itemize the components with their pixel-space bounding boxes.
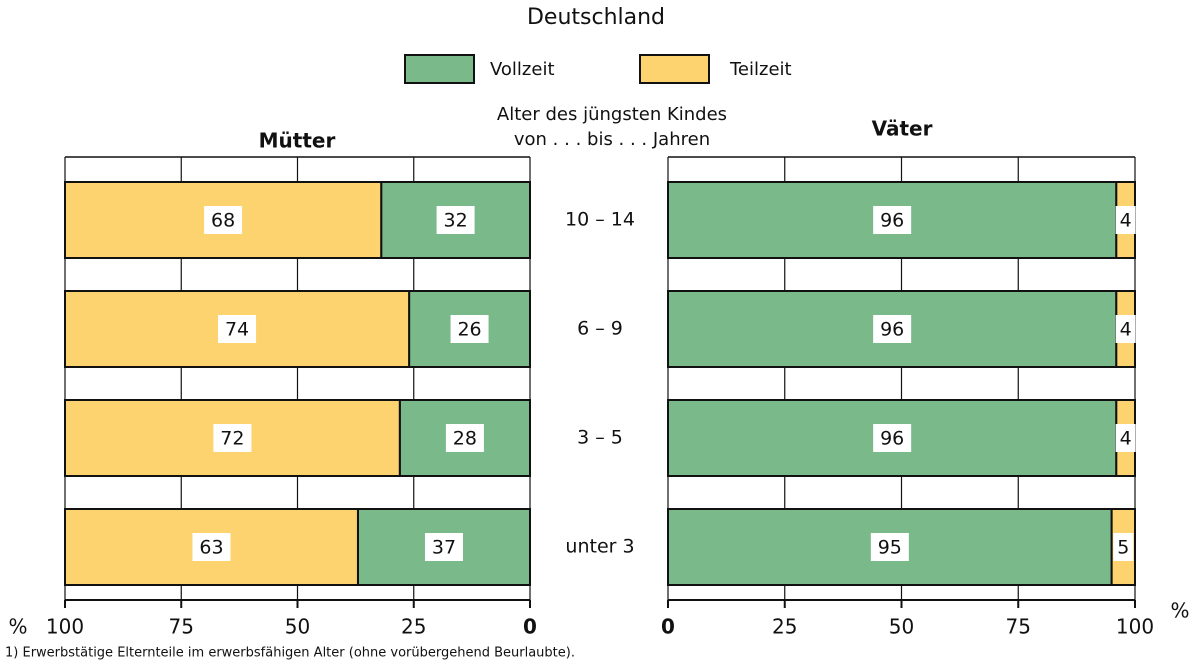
axis-unit: % [1170,599,1189,623]
value-label-box [1115,206,1136,234]
value-label: 4 [1120,319,1132,341]
value-label: 96 [880,428,904,450]
value-label: 72 [220,428,244,450]
category-label: Alter des jüngsten Kindes [497,104,727,125]
value-label: 4 [1120,210,1132,232]
x-tick-label: 50 [285,615,310,639]
legend-swatch [639,54,710,84]
value-label: 74 [225,319,249,341]
value-label-box [436,206,475,234]
value-label-box [873,206,912,234]
chart-title: Deutschland [527,5,665,30]
footnote: 1) Erwerbstätige Elternteile im erwerbsf… [5,646,575,661]
category-label: 10 – 14 [565,209,635,231]
value-label: 28 [453,428,477,450]
value-label: 26 [457,319,481,341]
x-tick-label: 50 [889,615,914,639]
value-label-box [1115,424,1136,452]
value-label: 68 [211,210,235,232]
value-label-box [873,315,912,343]
panel-title: Väter [872,117,933,141]
value-label: 96 [880,319,904,341]
value-label-box [204,206,243,234]
value-label-box [192,533,231,561]
x-tick-label: 75 [1006,615,1031,639]
legend-label: Teilzeit [729,59,792,80]
panel-title: Mütter [259,129,336,153]
category-label: unter 3 [565,536,634,558]
value-label-box [870,533,909,561]
value-label-box [445,424,484,452]
x-tick-label: 0 [661,615,675,639]
category-label: von . . . bis . . . Jahren [514,129,710,150]
category-label: 3 – 5 [577,427,623,449]
x-tick-label: 25 [401,615,426,639]
value-label-box [1115,315,1136,343]
value-label-box [424,533,463,561]
value-label-box [213,424,252,452]
x-tick-label: 100 [46,615,84,639]
axis-unit: % [8,615,27,639]
x-tick-label: 0 [523,615,537,639]
value-label-box [450,315,489,343]
value-label: 4 [1120,428,1132,450]
value-label: 37 [432,537,456,559]
category-label: 6 – 9 [577,318,623,340]
value-label: 95 [878,537,902,559]
value-label-box [873,424,912,452]
legend-label: Vollzeit [490,59,555,80]
x-tick-label: 25 [772,615,797,639]
value-label: 63 [199,537,223,559]
x-tick-label: 75 [169,615,194,639]
x-tick-label: 100 [1116,615,1154,639]
legend-swatch [404,54,475,84]
value-label-box [1113,533,1134,561]
value-label: 96 [880,210,904,232]
value-label-box [218,315,257,343]
value-label: 32 [444,210,468,232]
value-label: 5 [1117,537,1129,559]
